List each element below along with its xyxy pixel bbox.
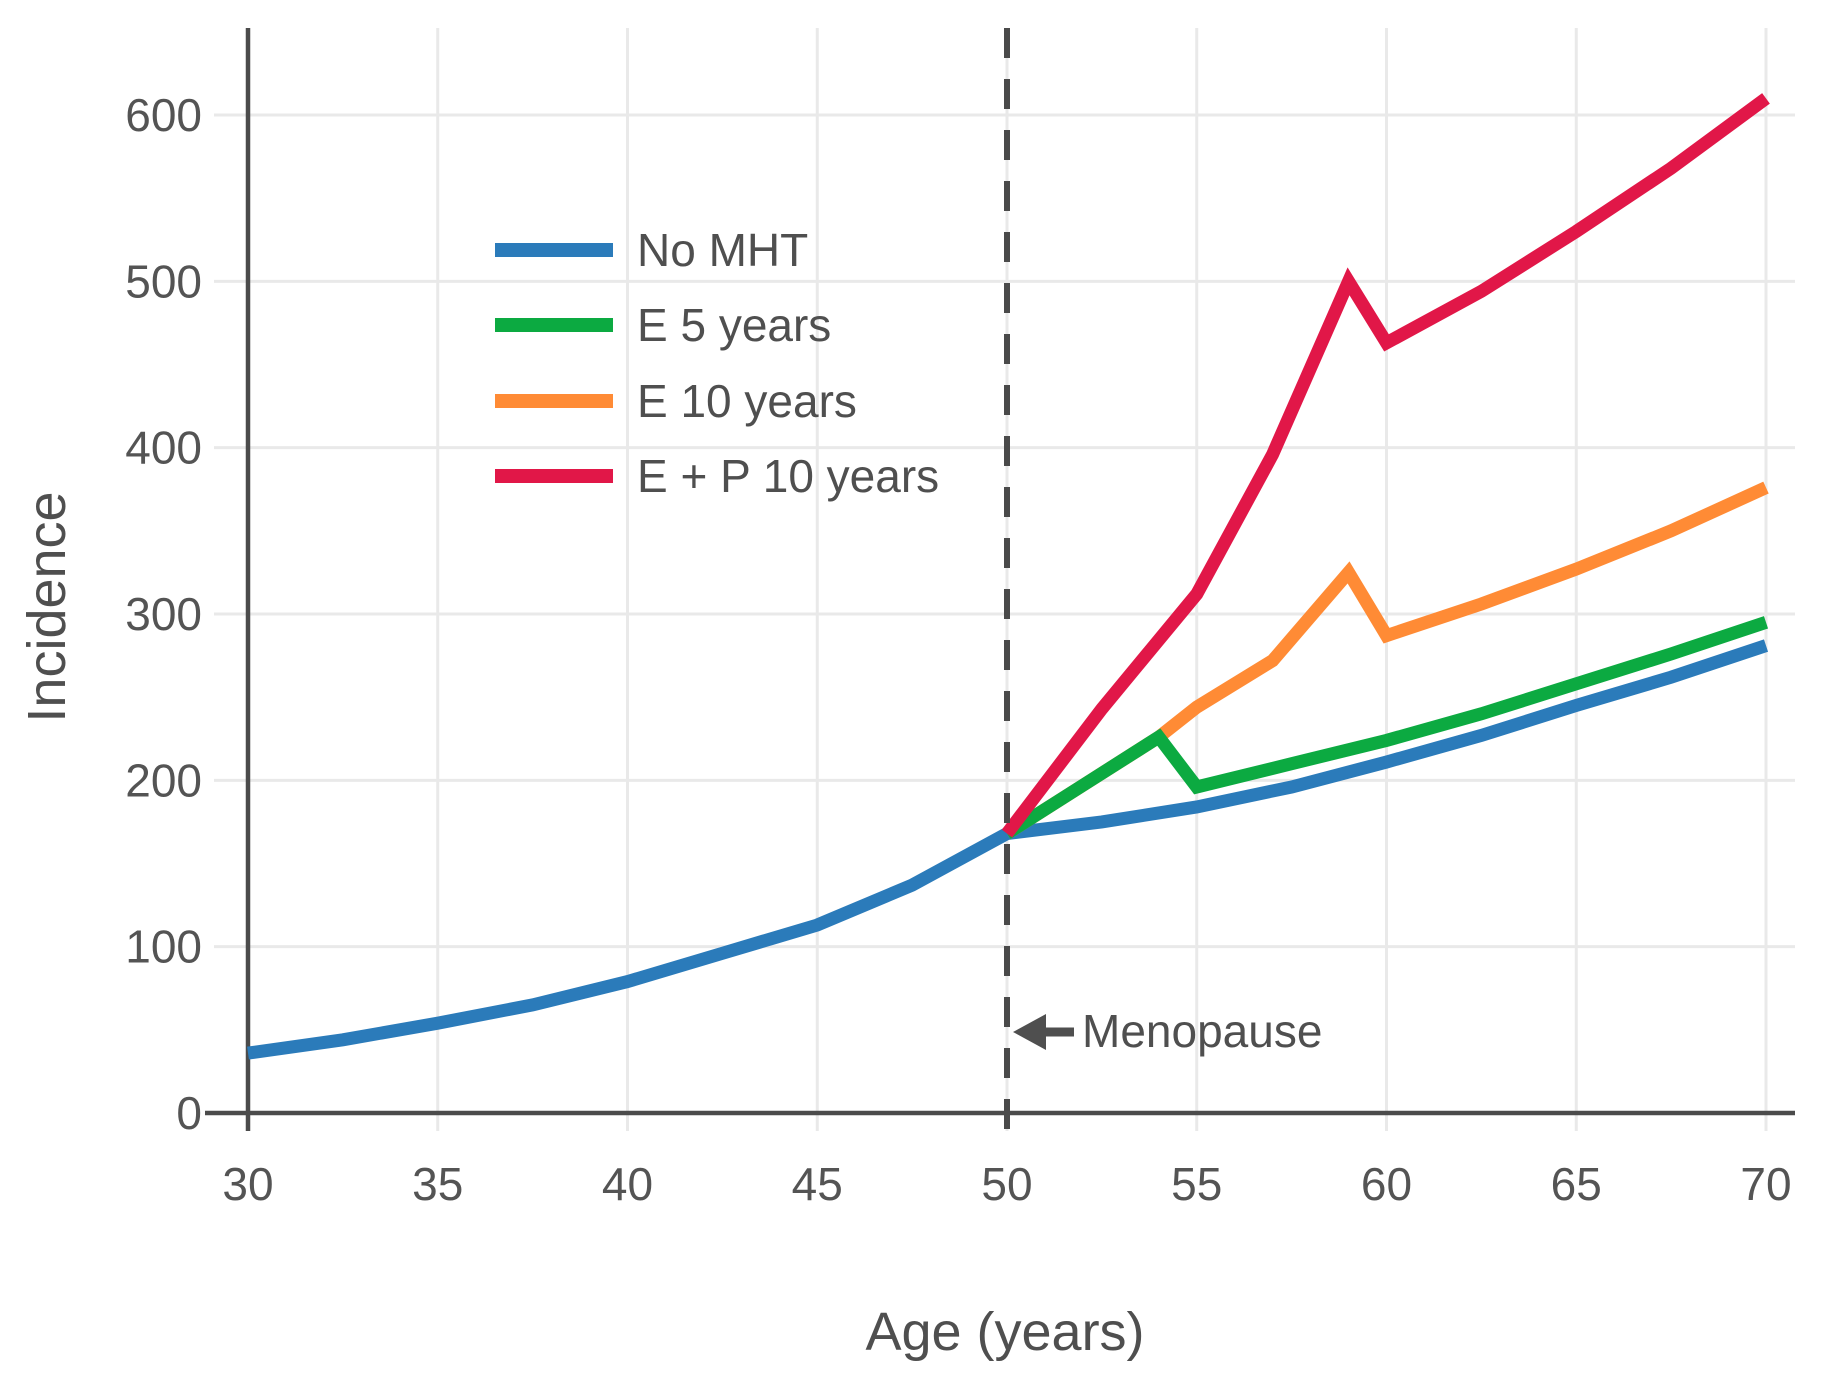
- series-line-e-5-years: [1003, 616, 1769, 840]
- x-tick-label: 65: [1551, 1158, 1602, 1210]
- axes: [205, 28, 1795, 1131]
- y-tick-label: 0: [176, 1087, 202, 1139]
- legend-item: E 5 years: [495, 299, 831, 351]
- legend-item: E 10 years: [495, 375, 857, 427]
- x-tick-label: 70: [1740, 1158, 1791, 1210]
- gridlines: [214, 28, 1795, 1131]
- y-axis-title: Incidence: [17, 491, 77, 722]
- legend-item: No MHT: [495, 224, 808, 276]
- y-tick-label: 200: [125, 754, 202, 806]
- series-line-e-p-10-years: [1001, 93, 1770, 838]
- legend: No MHT E 5 years E 10 years E + P 10 yea…: [495, 224, 939, 502]
- menopause-annotation: Menopause: [1013, 1005, 1322, 1057]
- x-tick-label: 40: [602, 1158, 653, 1210]
- x-tick-label: 60: [1361, 1158, 1412, 1210]
- x-tick-label: 50: [981, 1158, 1032, 1210]
- x-tick-label: 45: [792, 1158, 843, 1210]
- x-tick-label: 30: [222, 1158, 273, 1210]
- y-tick-label: 500: [125, 255, 202, 307]
- y-tick-label: 100: [125, 921, 202, 973]
- legend-item: E + P 10 years: [495, 450, 939, 502]
- series-lines: [247, 93, 1770, 1060]
- menopause-label: Menopause: [1082, 1005, 1322, 1057]
- x-tick-label: 35: [412, 1158, 463, 1210]
- left-arrow-icon: [1013, 1014, 1046, 1050]
- x-tick-label: 55: [1171, 1158, 1222, 1210]
- y-tick-label: 300: [125, 588, 202, 640]
- legend-label-e10: E 10 years: [637, 375, 857, 427]
- y-tick-label: 600: [125, 89, 202, 141]
- y-tick-label: 400: [125, 422, 202, 474]
- legend-label-ep10: E + P 10 years: [637, 450, 939, 502]
- tick-labels: 30 35 40 45 50 55 60 65 70 0 100 200 300 400 500 600: [125, 89, 1791, 1210]
- legend-label-e5: E 5 years: [637, 299, 831, 351]
- legend-label-no-mht: No MHT: [637, 224, 808, 276]
- x-axis-title: Age (years): [865, 1302, 1144, 1362]
